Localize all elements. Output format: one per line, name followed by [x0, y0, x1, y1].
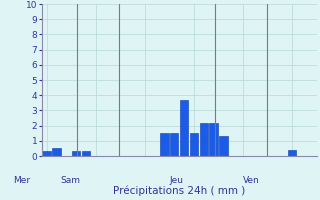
Bar: [219, 136, 228, 156]
Text: Précipitations 24h ( mm ): Précipitations 24h ( mm ): [113, 186, 245, 196]
Bar: [82, 151, 90, 156]
Bar: [52, 148, 60, 156]
Text: Jeu: Jeu: [170, 176, 184, 185]
Bar: [180, 100, 188, 156]
Bar: [170, 133, 179, 156]
Text: Sam: Sam: [61, 176, 81, 185]
Bar: [160, 133, 169, 156]
Text: Ven: Ven: [243, 176, 260, 185]
Bar: [42, 151, 51, 156]
Bar: [200, 123, 208, 156]
Text: Mer: Mer: [13, 176, 30, 185]
Bar: [288, 150, 296, 156]
Bar: [190, 133, 198, 156]
Bar: [209, 123, 218, 156]
Bar: [72, 151, 80, 156]
